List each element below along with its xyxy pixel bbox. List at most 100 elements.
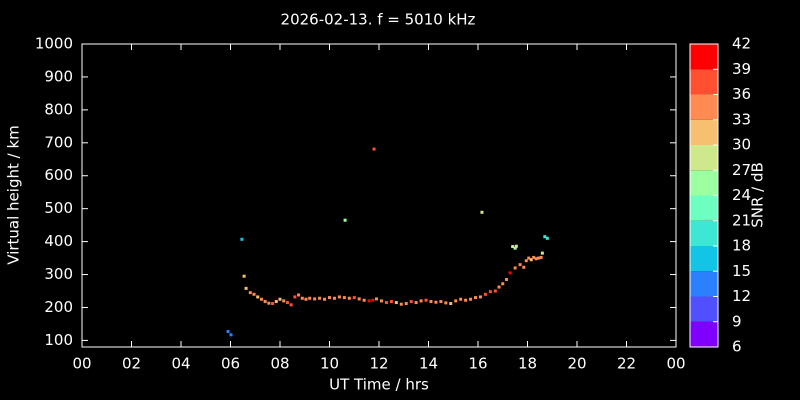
colorbar-tick-label: 30 xyxy=(732,136,751,154)
data-point xyxy=(226,330,230,334)
y-tick-label: 800 xyxy=(44,100,73,118)
x-tick-label: 18 xyxy=(518,355,537,373)
data-point xyxy=(367,299,371,303)
data-point xyxy=(308,296,312,300)
data-point xyxy=(285,301,289,305)
colorbar-band xyxy=(690,271,718,297)
x-axis-label: UT Time / hrs xyxy=(329,376,429,394)
data-point xyxy=(297,293,301,297)
data-point xyxy=(474,296,478,300)
colorbar-tick-label: 12 xyxy=(732,287,751,305)
data-point xyxy=(508,271,512,275)
x-tick-label: 20 xyxy=(567,355,586,373)
data-point xyxy=(375,297,379,301)
colorbar-tick-label: 18 xyxy=(732,237,751,255)
plot-frame xyxy=(81,43,677,348)
data-point xyxy=(454,299,458,303)
y-tick-label: 1000 xyxy=(35,35,73,53)
data-point xyxy=(357,297,361,301)
data-point xyxy=(337,295,341,299)
data-point xyxy=(289,303,293,307)
colorbar-tick-label: 15 xyxy=(732,262,751,280)
data-point xyxy=(271,302,275,306)
x-tick-label: 04 xyxy=(171,355,190,373)
data-point xyxy=(469,297,473,301)
data-point xyxy=(248,291,252,295)
colorbar-band xyxy=(690,94,718,120)
data-point xyxy=(252,292,256,296)
colorbar-tick-label: 33 xyxy=(732,110,751,128)
data-point xyxy=(534,257,538,261)
data-point xyxy=(522,265,526,269)
data-point xyxy=(532,255,536,259)
data-point xyxy=(389,300,393,304)
data-point xyxy=(514,244,518,248)
data-point xyxy=(504,277,508,281)
data-point xyxy=(242,274,246,278)
data-point xyxy=(449,302,453,306)
data-point xyxy=(372,147,376,151)
data-point xyxy=(540,251,544,255)
colorbar-band xyxy=(690,145,718,171)
colorbar-tick-label: 39 xyxy=(732,60,751,78)
colorbar-tick-label: 21 xyxy=(732,211,751,229)
colorbar-tick-label: 42 xyxy=(732,35,751,53)
colorbar-band xyxy=(690,296,718,322)
data-point xyxy=(513,246,517,250)
data-point xyxy=(274,300,278,304)
y-tick-label: 300 xyxy=(44,265,73,283)
data-point xyxy=(459,297,463,301)
data-point xyxy=(347,296,351,300)
data-point xyxy=(399,302,403,306)
data-point xyxy=(394,301,398,305)
y-axis-label: Virtual height / km xyxy=(5,125,23,264)
data-point xyxy=(318,296,322,300)
chart-title: 2026-02-13. f = 5010 kHz xyxy=(281,11,476,29)
data-point xyxy=(478,295,482,299)
data-point xyxy=(545,236,549,240)
data-point xyxy=(419,299,423,303)
y-tick-label: 100 xyxy=(44,331,73,349)
data-point xyxy=(362,298,366,302)
x-tick-label: 12 xyxy=(369,355,388,373)
data-point xyxy=(244,286,248,290)
data-point xyxy=(240,237,244,241)
x-tick-label: 00 xyxy=(666,355,685,373)
x-tick-label: 16 xyxy=(468,355,487,373)
data-point xyxy=(524,259,528,263)
data-point xyxy=(371,298,375,302)
colorbar-band xyxy=(690,195,718,221)
data-point xyxy=(229,333,233,337)
data-point xyxy=(300,296,304,300)
colorbar-band xyxy=(690,69,718,95)
data-point xyxy=(256,295,260,299)
data-point xyxy=(424,298,428,302)
y-tick-label: 700 xyxy=(44,133,73,151)
y-tick-label: 600 xyxy=(44,166,73,184)
data-point xyxy=(343,218,347,222)
colorbar-tick-label: 6 xyxy=(732,338,742,356)
data-point xyxy=(414,301,418,305)
data-point xyxy=(267,301,271,305)
colorbar-band xyxy=(690,170,718,196)
data-point xyxy=(529,258,533,262)
colorbar-label: SNR / dB xyxy=(749,162,767,228)
x-tick-label: 00 xyxy=(72,355,91,373)
data-point xyxy=(429,300,433,304)
data-point xyxy=(379,299,383,303)
colorbar-band xyxy=(690,220,718,246)
data-point xyxy=(313,297,317,301)
data-point xyxy=(323,297,327,301)
data-point xyxy=(488,290,492,294)
colorbar-tick-label: 27 xyxy=(732,161,751,179)
data-point xyxy=(543,235,547,239)
data-point xyxy=(342,296,346,300)
colorbar-band xyxy=(690,321,718,347)
data-point xyxy=(511,245,515,249)
data-point xyxy=(282,299,286,303)
x-tick-label: 06 xyxy=(221,355,240,373)
data-point xyxy=(404,302,408,306)
y-tick-label: 500 xyxy=(44,199,73,217)
data-point xyxy=(332,296,336,300)
